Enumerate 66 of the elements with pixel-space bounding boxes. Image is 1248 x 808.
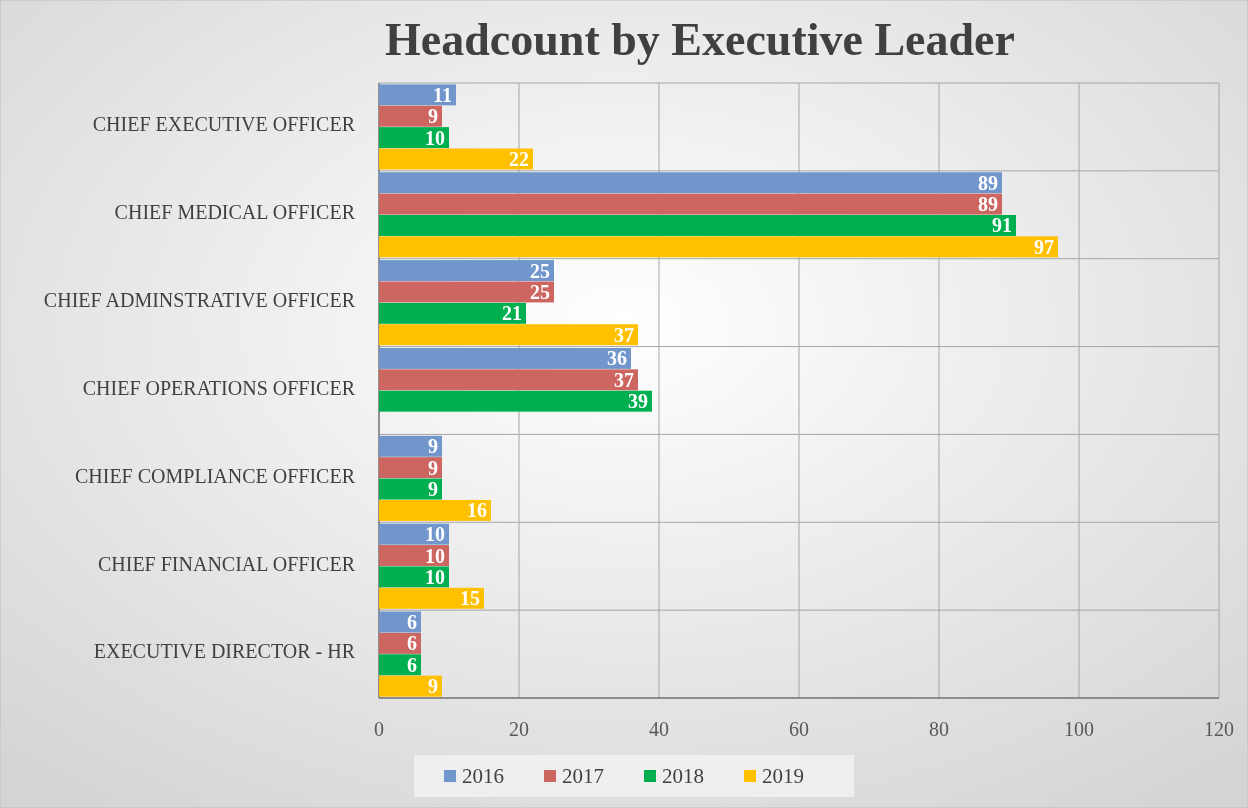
bar [379,105,442,127]
bar [379,84,456,106]
data-label: 6 [407,653,417,676]
data-label: 10 [425,544,445,567]
data-label: 10 [425,523,445,546]
data-label: 25 [530,259,550,282]
bar [379,478,442,500]
data-label: 39 [628,390,648,413]
data-label: 6 [407,632,417,655]
data-label: 6 [407,611,417,634]
data-label: 10 [425,565,445,588]
data-label: 25 [530,280,550,303]
data-label: 9 [428,435,438,458]
data-label: 21 [502,302,522,325]
bar [379,236,1058,258]
x-tick-label: 0 [374,718,384,740]
x-tick-label: 100 [1064,718,1094,740]
x-tick-label: 40 [649,718,669,740]
data-label: 97 [1034,235,1054,258]
data-label: 36 [607,347,627,370]
bar [379,347,631,369]
y-tick-label: CHIEF ADMINSTRATIVE OFFICER [43,289,356,312]
bar [379,675,442,697]
legend-label: 2019 [762,764,804,789]
data-label: 9 [428,456,438,479]
y-tick-label: CHIEF COMPLIANCE OFFICER [74,464,356,487]
data-label: 10 [425,126,445,149]
y-tick-label: CHIEF MEDICAL OFFICER [114,201,356,224]
data-label: 9 [428,675,438,698]
legend-label: 2018 [662,764,704,789]
bar [379,172,1002,194]
data-label: 89 [978,171,998,194]
y-tick-label: CHIEF OPERATIONS OFFICER [82,376,356,399]
chart-title: Headcount by Executive Leader [385,14,1015,65]
bar [379,457,442,479]
bar [379,390,652,412]
bar [379,281,554,303]
bar [379,302,526,324]
y-tick-label: CHIEF FINANCIAL OFFICER [97,552,356,575]
y-tick-label: EXECUTIVE DIRECTOR - HR [93,640,356,663]
data-label: 37 [614,368,634,391]
data-label: 9 [428,478,438,501]
bar [379,324,638,346]
data-label: 15 [460,587,480,610]
bar [379,435,442,457]
legend-label: 2017 [562,764,604,789]
bar [379,148,533,170]
data-label: 91 [992,214,1012,237]
x-tick-label: 80 [929,718,949,740]
x-tick-label: 120 [1204,718,1234,740]
data-label: 89 [978,193,998,216]
x-tick-label: 20 [509,718,529,740]
x-tick-label: 60 [789,718,809,740]
bar [379,499,491,521]
bar [379,215,1016,236]
data-label: 22 [509,147,529,170]
data-label: 11 [433,83,452,106]
legend-label: 2016 [462,764,504,789]
data-label: 16 [467,499,487,522]
bar [379,587,484,609]
data-label: 37 [614,323,634,346]
data-label: 9 [428,105,438,128]
bar [379,369,638,391]
bar [379,193,1002,215]
bar [379,260,554,282]
y-tick-label: CHIEF EXECUTIVE OFFICER [92,113,356,136]
